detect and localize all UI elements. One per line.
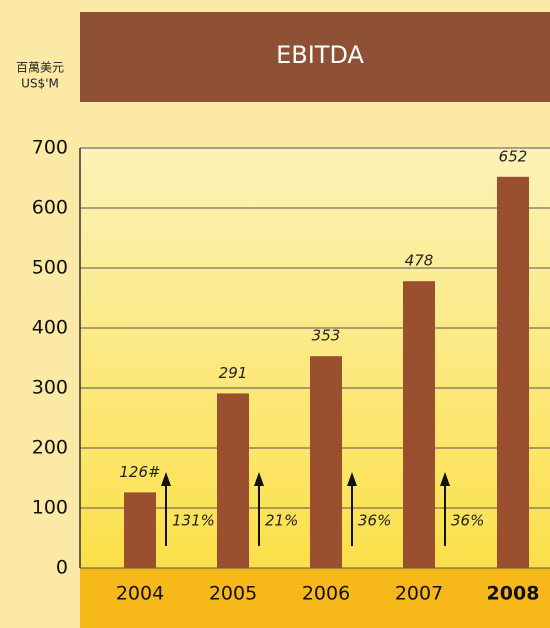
- growth-arrowhead: [254, 472, 264, 486]
- bar: [217, 393, 249, 568]
- y-tick-label: 500: [32, 257, 68, 279]
- x-tick-label: 2005: [209, 583, 257, 605]
- y-tick-label: 600: [32, 197, 68, 219]
- x-tick-label: 2008: [487, 583, 540, 605]
- value-label: 652: [499, 147, 528, 165]
- value-label: 353: [312, 327, 341, 345]
- value-label: 291: [219, 364, 248, 382]
- y-tick-label: 0: [56, 557, 68, 579]
- x-tick-label: 2004: [116, 583, 164, 605]
- value-label: 478: [405, 252, 434, 270]
- growth-label: 21%: [265, 512, 298, 530]
- bar: [497, 176, 529, 569]
- chart-title: EBITDA: [276, 41, 364, 69]
- growth-label: 131%: [172, 512, 215, 530]
- category-band: [80, 568, 550, 628]
- bar: [124, 492, 156, 568]
- x-tick-label: 2006: [302, 583, 350, 605]
- title-banner: [80, 12, 550, 102]
- y-tick-label: 700: [32, 137, 68, 159]
- x-tick-label: 2007: [395, 583, 443, 605]
- y-axis-label: US$'M: [21, 77, 59, 91]
- bar: [403, 281, 435, 568]
- y-axis-label: 百萬美元: [16, 61, 64, 75]
- growth-arrowhead: [440, 472, 450, 486]
- value-label: 126#: [119, 463, 160, 481]
- y-tick-label: 400: [32, 317, 68, 339]
- y-tick-label: 300: [32, 377, 68, 399]
- growth-arrowhead: [347, 472, 357, 486]
- growth-label: 36%: [451, 512, 484, 530]
- y-tick-label: 100: [32, 497, 68, 519]
- bar: [310, 356, 342, 568]
- growth-label: 36%: [358, 512, 391, 530]
- growth-arrowhead: [161, 472, 171, 486]
- y-tick-label: 200: [32, 437, 68, 459]
